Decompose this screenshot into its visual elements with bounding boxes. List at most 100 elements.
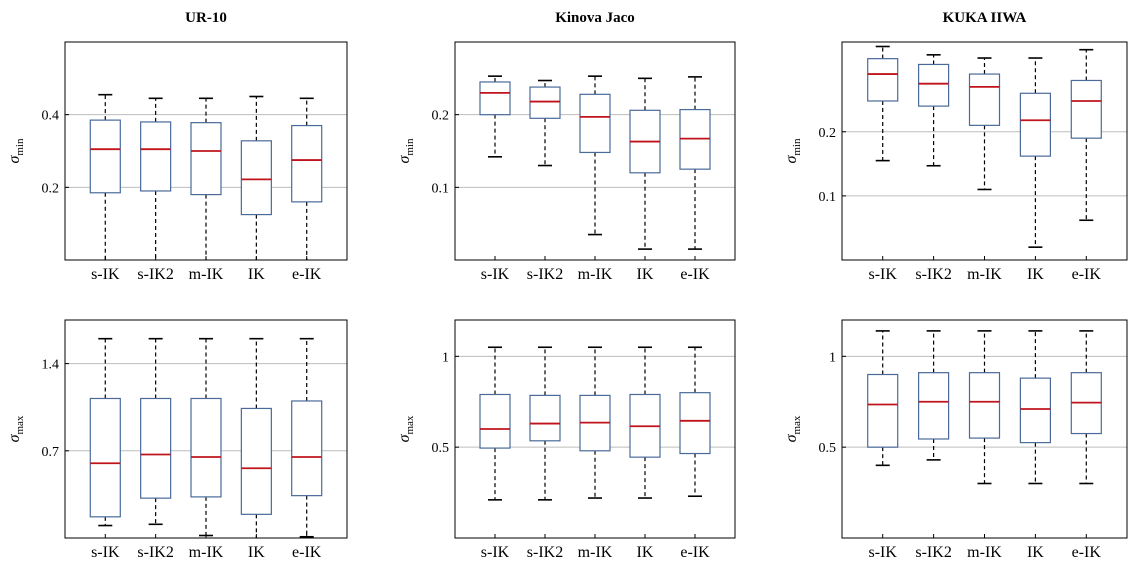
iqr-box: [529, 394, 561, 442]
iqr-box: [89, 397, 121, 518]
y-axis-label: σmin: [396, 138, 416, 164]
x-tick-label: s-IK: [91, 544, 120, 561]
x-tick-label: m-IK: [189, 544, 224, 561]
box-m-ik: [190, 337, 222, 537]
x-tick-label: e-IK: [1072, 544, 1102, 561]
x-tick-label: s-IK2: [527, 266, 563, 283]
x-tick-label: m-IK: [578, 544, 613, 561]
iqr-box: [918, 372, 950, 440]
x-tick-label: m-IK: [578, 266, 613, 283]
box-s-ik: [479, 75, 511, 158]
box-ik: [240, 337, 272, 538]
x-tick-label: e-IK: [292, 266, 322, 283]
box-s-ik: [89, 337, 121, 527]
x-tick-label: s-IK2: [915, 266, 951, 283]
y-tick-label: 0.2: [42, 181, 60, 196]
chart-panel-2: 0.1 0.2 s-IK s-IK2 m-IK IK e-IK σmin Kinova Jaco: [396, 10, 736, 283]
x-tick-label: e-IK: [292, 544, 322, 561]
box-m-ik: [579, 75, 611, 236]
x-tick-label: s-IK: [868, 266, 897, 283]
y-axis-label: σmax: [783, 415, 803, 442]
x-tick-label: s-IK2: [915, 544, 951, 561]
iqr-box: [1070, 79, 1102, 139]
iqr-box: [579, 93, 611, 154]
iqr-box: [140, 121, 172, 192]
iqr-box: [140, 397, 172, 499]
box-s-ik2: [140, 337, 172, 526]
chart-title: Kinova Jaco: [555, 10, 635, 26]
box-m-ik: [190, 97, 222, 260]
box-ik: [1019, 57, 1051, 248]
chart-panel-4: 0.7 1.4 s-IK s-IK2 m-IK IK e-IK σmax: [6, 319, 348, 561]
box-m-ik: [579, 346, 611, 499]
box-s-ik2: [918, 54, 950, 167]
y-tick-label: 0.5: [819, 441, 837, 456]
x-tick-label: s-IK: [91, 266, 120, 283]
iqr-box: [529, 86, 561, 119]
y-tick-label: 0.1: [432, 181, 450, 196]
x-tick-label: e-IK: [1072, 266, 1102, 283]
chart-panel-5: 0.5 1 s-IK s-IK2 m-IK IK e-IK σmax: [396, 319, 736, 561]
x-tick-label: IK: [248, 544, 265, 561]
x-tick-label: e-IK: [680, 266, 710, 283]
x-tick-label: s-IK: [481, 544, 510, 561]
box-m-ik: [968, 57, 1001, 191]
y-tick-label: 0.2: [432, 109, 450, 124]
x-tick-label: IK: [1027, 266, 1044, 283]
y-tick-label: 0.2: [819, 126, 837, 141]
y-tick-label: 0.7: [42, 445, 60, 460]
y-axis-label: σmin: [783, 138, 803, 164]
y-axis-label: σmax: [396, 415, 416, 442]
x-tick-label: s-IK2: [137, 544, 173, 561]
box-e-ik: [679, 346, 711, 498]
box-s-ik: [479, 346, 511, 501]
y-tick-label: 1: [829, 350, 836, 365]
iqr-box: [1019, 92, 1051, 157]
chart-title: UR-10: [185, 10, 227, 26]
box-s-ik: [867, 45, 899, 162]
iqr-box: [918, 63, 950, 107]
box-s-ik2: [529, 346, 561, 501]
x-tick-label: s-IK2: [137, 266, 173, 283]
x-tick-label: m-IK: [189, 266, 224, 283]
y-axis-label: σmin: [6, 138, 26, 164]
y-tick-label: 1: [442, 350, 449, 365]
iqr-box: [479, 393, 511, 449]
box-e-ik: [1070, 330, 1102, 485]
iqr-box: [867, 58, 899, 102]
chart-title: KUKA IIWA: [943, 10, 1027, 26]
box-s-ik2: [529, 79, 561, 167]
iqr-box: [240, 407, 272, 515]
iqr-box: [1019, 377, 1051, 444]
box-m-ik: [968, 330, 1001, 485]
x-tick-label: m-IK: [967, 266, 1002, 283]
y-tick-label: 1.4: [42, 358, 60, 373]
iqr-box: [968, 73, 1001, 126]
box-e-ik: [1070, 48, 1102, 222]
y-axis-label: σmax: [6, 415, 26, 442]
iqr-box: [867, 373, 899, 448]
y-tick-label: 0.1: [819, 190, 837, 205]
chart-panel-3: 0.1 0.2 s-IK s-IK2 m-IK IK e-IK σmin KUKA IIWA: [783, 10, 1128, 283]
x-tick-label: s-IK: [868, 544, 897, 561]
box-e-ik: [291, 337, 323, 538]
x-tick-label: IK: [637, 266, 654, 283]
x-tick-label: s-IK: [481, 266, 510, 283]
chart-panel-1: 0.2 0.4 s-IK s-IK2 m-IK IK e-IK σmin UR-10: [6, 10, 348, 283]
box-ik: [629, 346, 661, 499]
iqr-box: [240, 140, 272, 216]
x-tick-label: e-IK: [680, 544, 710, 561]
box-ik: [1019, 330, 1051, 485]
y-tick-label: 0.5: [432, 441, 450, 456]
box-s-ik2: [918, 330, 950, 461]
iqr-box: [190, 122, 222, 196]
iqr-box: [679, 392, 711, 455]
box-s-ik: [867, 330, 899, 467]
x-tick-label: IK: [1027, 544, 1044, 561]
iqr-box: [291, 400, 323, 497]
iqr-box: [479, 81, 511, 116]
box-e-ik: [679, 76, 711, 250]
box-ik: [240, 95, 272, 260]
x-tick-label: IK: [248, 266, 265, 283]
